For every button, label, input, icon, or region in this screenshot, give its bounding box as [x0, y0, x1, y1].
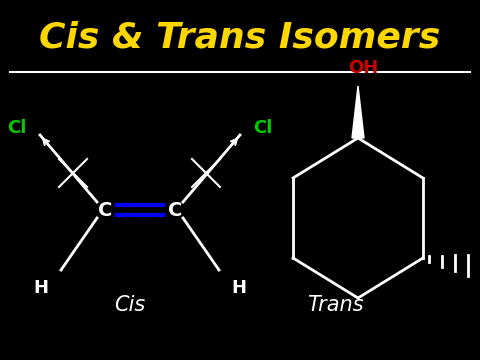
Text: H: H — [34, 279, 48, 297]
Text: C: C — [98, 201, 112, 220]
Text: OH: OH — [348, 59, 378, 77]
Text: Cis: Cis — [114, 295, 145, 315]
Text: C: C — [168, 201, 182, 220]
Text: Trans: Trans — [307, 295, 363, 315]
Text: Cis & Trans Isomers: Cis & Trans Isomers — [39, 21, 441, 55]
Text: Cl: Cl — [7, 119, 27, 137]
Text: Cl: Cl — [253, 119, 273, 137]
Polygon shape — [352, 86, 364, 138]
Text: H: H — [231, 279, 247, 297]
